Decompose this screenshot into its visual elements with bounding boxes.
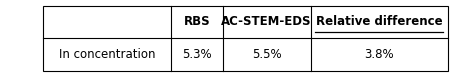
Text: 5.3%: 5.3% xyxy=(182,48,211,61)
Text: 5.5%: 5.5% xyxy=(252,48,281,61)
Bar xyxy=(43,6,448,71)
Text: 3.8%: 3.8% xyxy=(364,48,394,61)
Text: In concentration: In concentration xyxy=(58,48,155,61)
Text: AC-STEM-EDS: AC-STEM-EDS xyxy=(221,15,312,28)
Text: Relative difference: Relative difference xyxy=(316,15,442,28)
Text: RBS: RBS xyxy=(184,15,210,28)
